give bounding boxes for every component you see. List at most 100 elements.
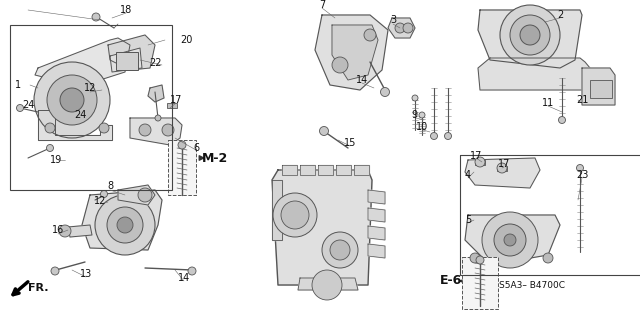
Circle shape xyxy=(281,201,309,229)
Circle shape xyxy=(188,267,196,275)
Text: 17: 17 xyxy=(170,95,182,105)
Circle shape xyxy=(312,270,342,300)
Circle shape xyxy=(577,165,584,172)
Circle shape xyxy=(510,15,550,55)
Bar xyxy=(168,140,196,195)
Circle shape xyxy=(431,132,438,139)
Polygon shape xyxy=(336,165,351,175)
Polygon shape xyxy=(368,226,385,240)
Text: 8: 8 xyxy=(107,181,113,191)
Circle shape xyxy=(322,232,358,268)
Circle shape xyxy=(60,88,84,112)
Text: 11: 11 xyxy=(542,98,554,108)
Polygon shape xyxy=(108,35,155,70)
Text: 10: 10 xyxy=(416,122,428,132)
Polygon shape xyxy=(368,244,385,258)
Text: 5: 5 xyxy=(465,215,471,225)
Text: 12: 12 xyxy=(94,196,106,206)
Text: 20: 20 xyxy=(180,35,192,45)
Polygon shape xyxy=(318,165,333,175)
Text: E-6: E-6 xyxy=(440,273,462,286)
Polygon shape xyxy=(465,158,540,188)
Text: 19: 19 xyxy=(50,155,62,165)
Circle shape xyxy=(99,123,109,133)
Polygon shape xyxy=(298,278,358,290)
Circle shape xyxy=(364,29,376,41)
Polygon shape xyxy=(582,68,615,105)
Text: 12: 12 xyxy=(84,83,96,93)
Polygon shape xyxy=(332,25,378,80)
Circle shape xyxy=(543,253,553,263)
Polygon shape xyxy=(118,185,155,205)
Circle shape xyxy=(470,253,480,263)
Polygon shape xyxy=(38,110,112,140)
Circle shape xyxy=(117,217,133,233)
Circle shape xyxy=(500,5,560,65)
Circle shape xyxy=(520,25,540,45)
Text: 7: 7 xyxy=(319,0,325,10)
Text: 16: 16 xyxy=(52,225,64,235)
Circle shape xyxy=(403,23,413,33)
Circle shape xyxy=(395,23,405,33)
Circle shape xyxy=(107,207,143,243)
Text: 23: 23 xyxy=(576,170,588,180)
Polygon shape xyxy=(82,190,162,250)
Text: 6: 6 xyxy=(193,143,199,153)
Polygon shape xyxy=(465,215,560,265)
Circle shape xyxy=(155,115,161,121)
Circle shape xyxy=(17,105,24,112)
Text: M-2: M-2 xyxy=(202,152,228,165)
Bar xyxy=(460,155,640,275)
Text: 14: 14 xyxy=(356,75,368,85)
Polygon shape xyxy=(35,38,130,80)
Circle shape xyxy=(47,75,97,125)
Circle shape xyxy=(92,13,100,21)
Circle shape xyxy=(273,193,317,237)
Circle shape xyxy=(475,157,485,167)
Text: 15: 15 xyxy=(344,138,356,148)
Circle shape xyxy=(47,145,54,152)
Circle shape xyxy=(51,267,59,275)
Circle shape xyxy=(59,225,71,237)
Polygon shape xyxy=(368,208,385,222)
Circle shape xyxy=(482,212,538,268)
Text: 22: 22 xyxy=(150,58,163,68)
Circle shape xyxy=(138,188,152,202)
Circle shape xyxy=(476,256,484,264)
Circle shape xyxy=(412,95,418,101)
Bar xyxy=(590,80,612,98)
Circle shape xyxy=(34,62,110,138)
Polygon shape xyxy=(110,48,142,72)
Text: 24: 24 xyxy=(22,100,34,110)
Polygon shape xyxy=(272,180,282,240)
Circle shape xyxy=(504,234,516,246)
Circle shape xyxy=(330,240,350,260)
Bar xyxy=(475,160,485,165)
Polygon shape xyxy=(282,165,297,175)
Circle shape xyxy=(419,112,425,118)
Circle shape xyxy=(381,87,390,97)
Text: 4: 4 xyxy=(465,170,471,180)
Text: 17: 17 xyxy=(498,159,510,169)
Circle shape xyxy=(45,123,55,133)
Polygon shape xyxy=(148,85,164,102)
Text: 1: 1 xyxy=(15,80,21,90)
Text: FR.: FR. xyxy=(28,283,48,293)
Polygon shape xyxy=(388,18,415,38)
Text: 21: 21 xyxy=(576,95,588,105)
Text: 18: 18 xyxy=(120,5,132,15)
Bar xyxy=(116,52,138,70)
Circle shape xyxy=(100,190,108,197)
Polygon shape xyxy=(478,10,582,68)
Circle shape xyxy=(559,116,566,123)
Bar xyxy=(497,166,507,170)
Text: 14: 14 xyxy=(178,273,190,283)
Circle shape xyxy=(445,132,451,139)
Polygon shape xyxy=(300,165,315,175)
Circle shape xyxy=(95,195,155,255)
Text: S5A3– B4700C: S5A3– B4700C xyxy=(499,281,565,291)
Text: 17: 17 xyxy=(470,151,482,161)
Circle shape xyxy=(162,124,174,136)
Text: 9: 9 xyxy=(411,110,417,120)
Polygon shape xyxy=(315,15,388,90)
